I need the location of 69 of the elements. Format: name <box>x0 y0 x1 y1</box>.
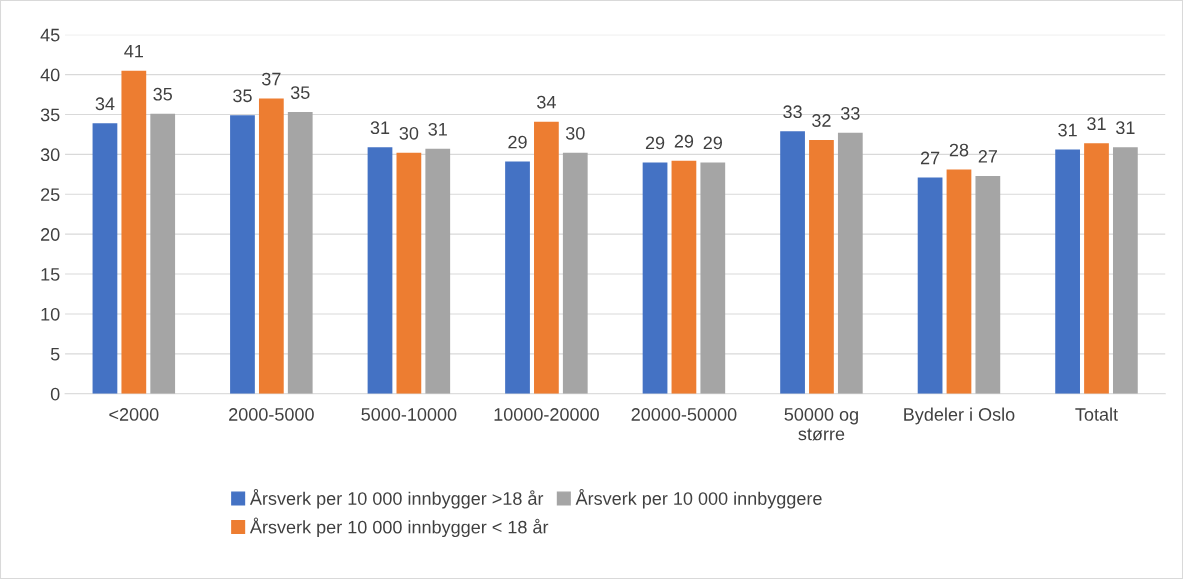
y-tick-label: 15 <box>41 268 60 281</box>
data-label: 30 <box>565 126 585 140</box>
y-tick-label: 20 <box>41 228 60 241</box>
bar <box>367 147 393 394</box>
data-label: 37 <box>262 72 281 86</box>
bar <box>92 123 118 394</box>
bar <box>837 132 863 394</box>
bar <box>230 115 255 394</box>
legend-label: Årsverk per 10 000 innbyggere <box>575 488 822 509</box>
bar <box>700 162 726 394</box>
bar <box>287 112 313 394</box>
bar <box>425 148 451 394</box>
bar <box>809 140 834 394</box>
x-tick-label: Bydeler i Oslo <box>904 407 1015 425</box>
data-label: 34 <box>537 95 556 109</box>
data-label: 31 <box>1116 121 1135 135</box>
x-tick-label: 5000-10000 <box>361 408 457 421</box>
bar <box>1084 143 1109 394</box>
data-label: 31 <box>370 121 390 135</box>
bar <box>505 161 530 394</box>
bar <box>975 175 1001 394</box>
bar <box>780 131 805 394</box>
bar <box>671 160 697 394</box>
data-label: 27 <box>920 151 940 165</box>
y-tick-label: 0 <box>50 387 60 401</box>
y-tick-label: 10 <box>41 307 60 321</box>
x-tick-label: 10000-20000 <box>494 408 599 421</box>
bar <box>562 152 588 394</box>
y-tick-label: 40 <box>40 68 60 82</box>
data-label: 30 <box>399 126 419 140</box>
y-tick-label: 30 <box>40 148 60 162</box>
legend-label: Årsverk per 10 000 innbygger < 18 år <box>249 517 549 538</box>
y-tick-label: 45 <box>40 28 60 42</box>
bar <box>917 177 943 394</box>
data-label: 35 <box>153 87 172 101</box>
data-label: 29 <box>508 135 527 149</box>
data-label: 28 <box>949 143 969 157</box>
data-label: 29 <box>645 136 665 150</box>
x-tick-label: 20000-50000 <box>631 408 737 421</box>
x-tick-label: 50000 og større <box>784 408 858 441</box>
bar <box>396 152 422 394</box>
data-label: 33 <box>840 106 860 120</box>
legend-label: Årsverk per 10 000 innbygger >18 år <box>249 488 544 509</box>
bar <box>642 162 668 394</box>
y-tick-label: 25 <box>41 188 60 202</box>
data-label: 31 <box>1087 117 1106 131</box>
bar <box>1113 147 1138 394</box>
bar <box>258 98 284 394</box>
data-label: 35 <box>233 89 252 103</box>
data-label: 29 <box>674 134 694 148</box>
x-tick-label: <2000 <box>109 408 159 421</box>
bar <box>150 113 176 394</box>
x-tick-label: 2000-5000 <box>229 408 314 421</box>
data-label: 32 <box>812 114 831 127</box>
data-label: 29 <box>703 136 722 150</box>
data-label: 31 <box>1058 123 1077 137</box>
data-label: 33 <box>783 105 802 119</box>
bar <box>121 70 147 394</box>
y-tick-label: 5 <box>50 347 60 361</box>
bar <box>1055 149 1080 394</box>
bar <box>946 169 972 394</box>
bar <box>534 121 559 394</box>
data-label: 27 <box>978 150 997 163</box>
data-label: 34 <box>95 97 115 111</box>
data-label: 41 <box>124 44 143 58</box>
x-tick-label: Totalt <box>1075 407 1118 421</box>
data-label: 35 <box>290 86 310 99</box>
data-label: 31 <box>428 122 447 136</box>
y-tick-label: 35 <box>40 108 60 122</box>
